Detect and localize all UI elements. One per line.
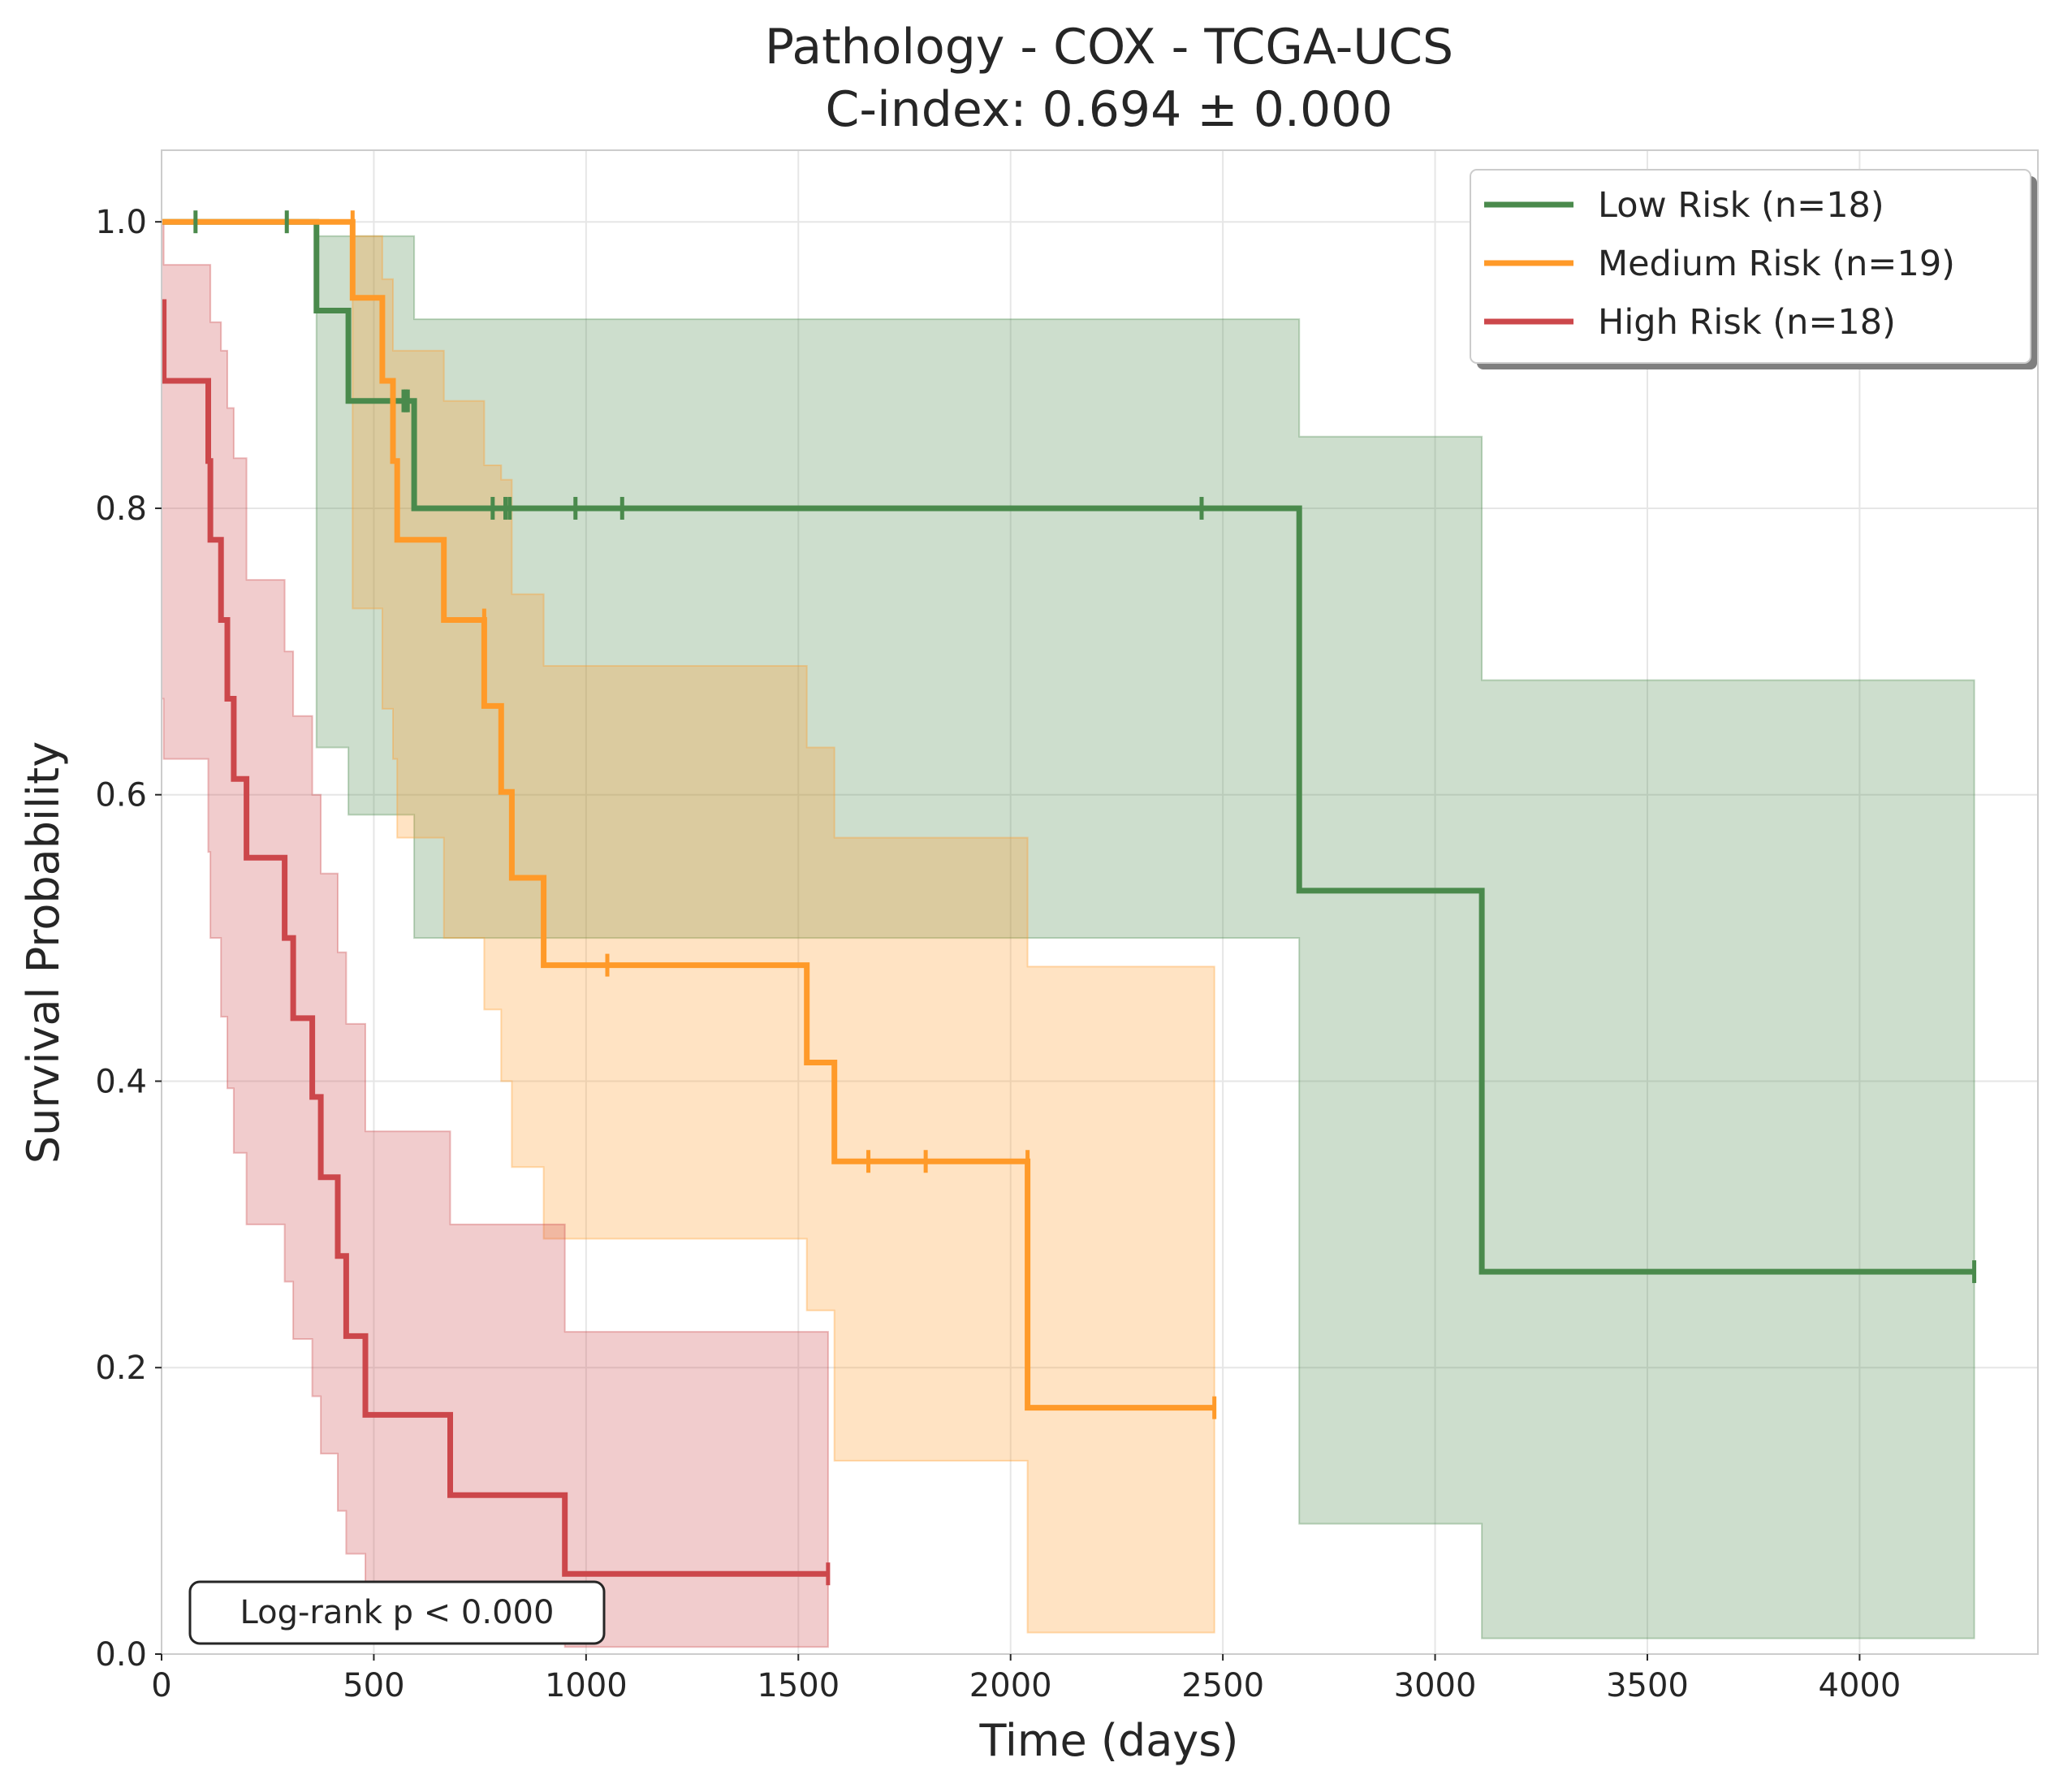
y-tick-label: 0.0 — [95, 1636, 147, 1674]
survival-curves — [161, 218, 1975, 1577]
y-tick-label: 0.4 — [95, 1063, 147, 1100]
x-tick-label: 3500 — [1606, 1667, 1689, 1704]
survival-curve-2 — [161, 299, 828, 1577]
legend-items: Low Risk (n=18) Medium Risk (n=19) High Ri… — [1484, 185, 1955, 343]
x-tick-label: 1000 — [545, 1667, 628, 1704]
annotation-text: Log-rank p < 0.000 — [240, 1594, 555, 1631]
legend-box — [1470, 169, 2031, 364]
y-tick-label: 0.6 — [95, 777, 147, 814]
censor-marks — [193, 210, 1977, 1586]
survival-curve-0 — [162, 218, 1975, 1275]
annotation-box — [188, 1580, 606, 1645]
legend: Low Risk (n=18) Medium Risk (n=19) High Ri… — [1470, 169, 2037, 369]
y-axis-ticks: 0.0 0.2 0.4 0.6 0.8 1.0 — [95, 204, 162, 1674]
chart-subtitle: C-index: 0.694 ± 0.000 — [826, 81, 1393, 138]
x-tick-label: 500 — [343, 1667, 404, 1704]
x-axis-label: Time (days) — [979, 1715, 1239, 1766]
x-tick-label: 1500 — [757, 1667, 840, 1704]
x-tick-label: 4000 — [1819, 1667, 1901, 1704]
legend-label-1: Medium Risk (n=19) — [1598, 244, 1955, 284]
y-tick-label: 0.8 — [95, 490, 147, 528]
x-tick-label: 2500 — [1181, 1667, 1264, 1704]
ci-band-0 — [162, 221, 1975, 1639]
legend-label-2: High Risk (n=18) — [1598, 302, 1896, 343]
logrank-annotation: Log-rank p < 0.000 — [188, 1580, 606, 1645]
ci-band-1 — [162, 221, 1215, 1634]
plot-frame — [161, 149, 2039, 1655]
x-tick-label: 2000 — [969, 1667, 1052, 1704]
chart-title: Pathology - COX - TCGA-UCS — [765, 19, 1453, 76]
y-tick-label: 1.0 — [95, 204, 147, 241]
ci-band-2 — [161, 221, 829, 1648]
legend-label-0: Low Risk (n=18) — [1598, 185, 1884, 226]
y-tick-label: 0.2 — [95, 1350, 147, 1387]
y-axis-label: Survival Probability — [18, 741, 69, 1164]
x-tick-label: 0 — [151, 1667, 171, 1704]
confidence-bands — [161, 221, 1975, 1648]
x-tick-label: 3000 — [1394, 1667, 1477, 1704]
x-axis-ticks: 0 500 1000 1500 2000 2500 3000 3500 4000 — [151, 1654, 1901, 1704]
survival-curve-1 — [162, 218, 1215, 1411]
